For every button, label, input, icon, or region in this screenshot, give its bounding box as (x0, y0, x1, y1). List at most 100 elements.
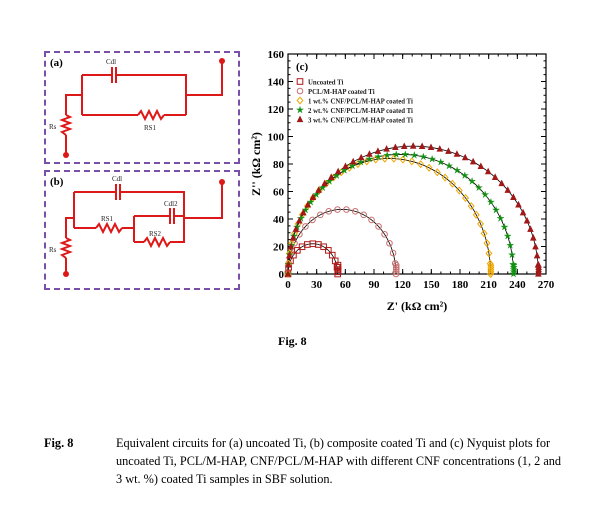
data-point (285, 260, 292, 268)
data-point (427, 143, 435, 151)
data-point (368, 216, 375, 224)
data-point (418, 142, 426, 150)
legend-marker (295, 105, 305, 114)
data-point (392, 266, 400, 273)
data-point (483, 239, 491, 248)
y-tick-label: 100 (268, 132, 285, 144)
data-point (357, 153, 365, 161)
data-point (472, 210, 480, 219)
data-point (366, 150, 373, 157)
data-point (334, 167, 342, 175)
rs2-label-b: RS2 (149, 230, 162, 238)
data-point (315, 186, 322, 193)
data-point (294, 247, 301, 254)
data-point (401, 150, 410, 158)
plot-frame (287, 53, 547, 275)
caption-text: Equivalent circuits for (a) uncoated Ti,… (116, 436, 562, 486)
data-point (491, 173, 499, 180)
data-point (509, 267, 518, 276)
data-point (453, 166, 462, 174)
data-point (410, 150, 419, 159)
data-point (334, 206, 341, 213)
y-tick-label: 40 (273, 214, 285, 226)
x-tick-label: 90 (369, 279, 381, 291)
data-point (503, 231, 512, 240)
panel-letter-c: (c) (296, 61, 309, 73)
data-point (487, 261, 495, 270)
data-point (436, 145, 444, 152)
data-point (340, 166, 349, 174)
data-point (509, 260, 518, 269)
fit-curve (287, 243, 339, 275)
chart-axes: 0 30 60 90 120 150 180 210 240 270 0 20 40 60 80 100 120… (268, 49, 555, 291)
data-point (304, 200, 312, 208)
data-point (349, 157, 357, 165)
data-point (486, 197, 496, 206)
data-point (477, 219, 485, 228)
y-tick-label: 20 (273, 242, 285, 254)
data-point (289, 234, 297, 241)
data-point (390, 154, 398, 163)
data-point (532, 242, 539, 250)
data-point (317, 211, 324, 219)
data-point (292, 225, 300, 232)
data-point (327, 173, 335, 180)
data-point (351, 208, 359, 215)
data-point (469, 157, 477, 165)
cap1-label-b: Cdl (112, 175, 122, 183)
terminal-b-top (219, 179, 225, 185)
data-point (383, 150, 392, 159)
data-point (400, 142, 408, 150)
terminal-b-bottom (63, 271, 69, 277)
data-point (509, 265, 518, 274)
data-point (383, 145, 390, 152)
data-point (320, 243, 327, 251)
data-point (506, 241, 515, 249)
x-tick-label: 0 (285, 279, 291, 291)
data-point (417, 160, 425, 169)
data-point (360, 211, 367, 219)
figure-caption: Fig. 8 Equivalent circuits for (a) uncoa… (44, 434, 564, 488)
x-tick-label: 270 (538, 279, 555, 291)
data-point (433, 168, 441, 177)
data-point (481, 190, 490, 199)
rs-label-a: Rs (49, 123, 57, 131)
circuit-b-letter: (b) (50, 176, 64, 188)
legend-marker (296, 78, 304, 85)
circuit-b-diagram: Cdl Cdl2 Rs RS1 RS2 (49, 175, 225, 277)
data-point (496, 214, 505, 222)
chart-markers (283, 142, 542, 279)
data-point (484, 167, 492, 175)
data-point (460, 171, 469, 180)
data-point (381, 154, 389, 163)
data-point (455, 186, 463, 195)
data-point (334, 261, 342, 269)
data-point (296, 214, 306, 222)
data-point (343, 206, 350, 213)
data-point (309, 193, 317, 200)
legend-marker (296, 87, 304, 95)
cap-label-a: Cdl (106, 58, 116, 66)
data-point (507, 250, 517, 259)
data-point (500, 222, 509, 231)
data-point (287, 242, 295, 250)
chart-legend: Uncoated Ti PCL/M-HAP coated Ti 1 wt.% CNF… (295, 78, 413, 125)
circuit-a-box: (a) Cdl Rs RS1 (44, 51, 240, 164)
y-tick-label: 80 (273, 159, 285, 171)
fit-curve (287, 145, 539, 275)
data-point (392, 150, 401, 158)
data-point (399, 155, 407, 164)
data-point (509, 263, 518, 271)
data-point (374, 152, 383, 161)
data-point (342, 162, 349, 170)
data-point (392, 264, 400, 271)
data-point (509, 269, 518, 278)
data-point (409, 142, 417, 149)
data-point (444, 161, 454, 170)
chart-curves (287, 145, 539, 275)
x-axis-label: Z' (kΩ cm²) (387, 299, 448, 313)
circuit-a-diagram: Cdl Rs RS1 (49, 58, 225, 158)
y-tick-label: 60 (273, 187, 285, 199)
data-point (301, 205, 310, 214)
data-point (441, 173, 449, 182)
